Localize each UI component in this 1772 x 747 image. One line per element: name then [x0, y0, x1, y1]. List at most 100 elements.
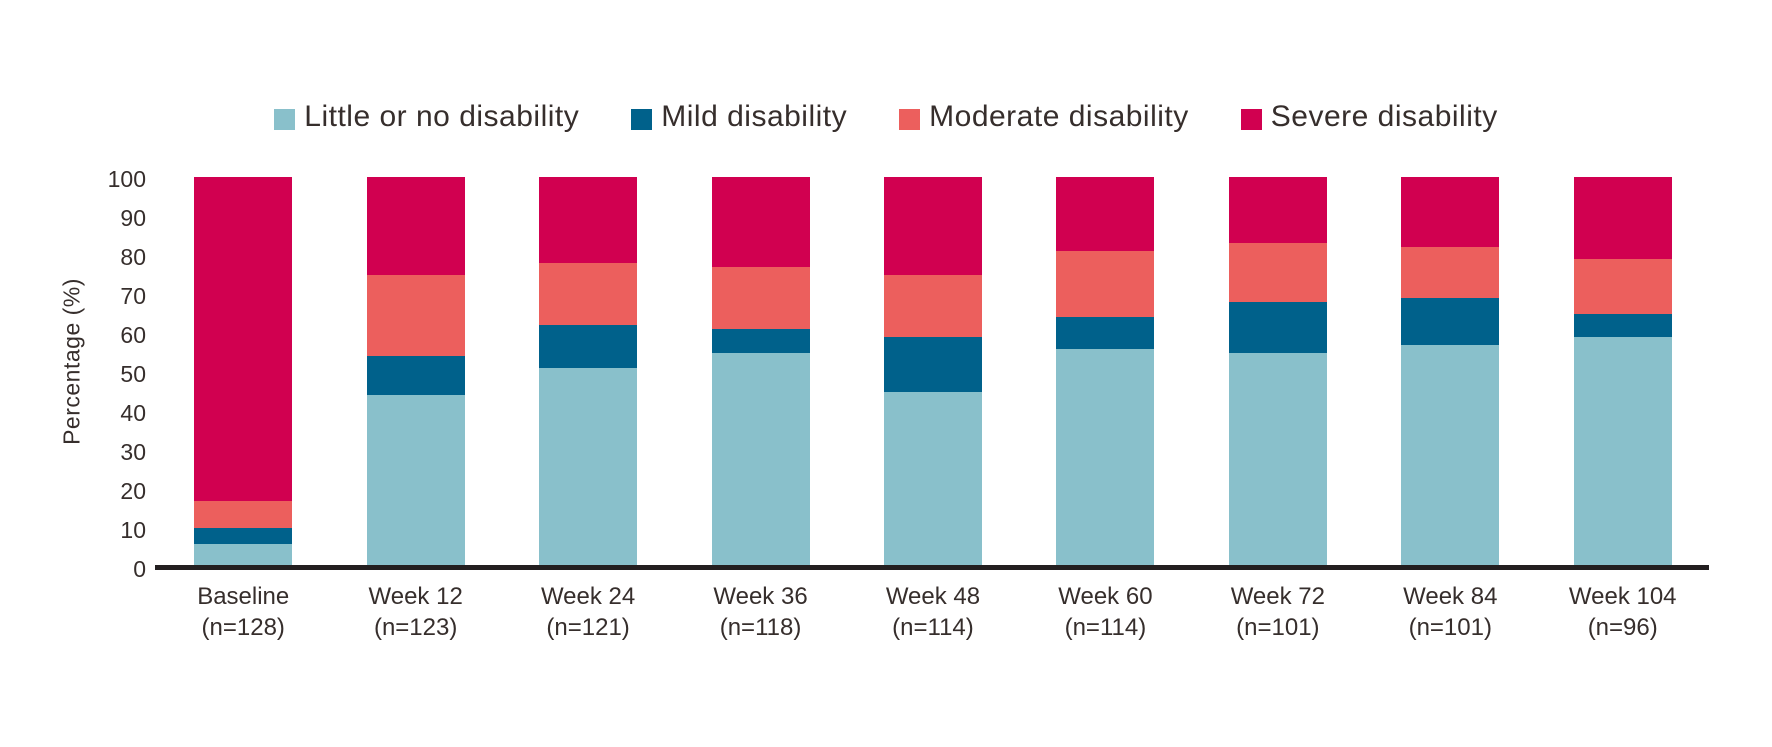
- plot-area: [157, 177, 1709, 567]
- segment-severe-disability: [883, 177, 982, 275]
- stacked-bar-week-84: [1401, 177, 1500, 567]
- category-label: Week 48: [885, 583, 981, 610]
- legend-item-mild-disability: Mild disability: [631, 100, 847, 134]
- segment-mild-disability: [883, 336, 982, 392]
- y-tick-50: 50: [120, 361, 146, 387]
- segment-moderate-disability: [711, 266, 810, 330]
- segment-mild-disability: [539, 325, 638, 369]
- x-label-baseline: Baseline (n=128): [157, 581, 329, 643]
- legend-item-moderate-disability: Moderate disability: [899, 100, 1189, 134]
- segment-severe-disability: [1573, 177, 1672, 259]
- segment-little-or-no-disability: [366, 395, 465, 567]
- sample-size-label: (n=96): [1587, 614, 1658, 641]
- x-label-week-84: Week 84 (n=101): [1364, 581, 1536, 643]
- y-tick-100: 100: [107, 166, 146, 192]
- y-tick-70: 70: [120, 283, 146, 309]
- y-tick-40: 40: [120, 400, 146, 426]
- segment-mild-disability: [1401, 297, 1500, 345]
- segment-mild-disability: [1228, 301, 1327, 353]
- bar-slot-week-24: [502, 177, 674, 567]
- category-label: Week 24: [540, 583, 636, 610]
- segment-little-or-no-disability: [539, 368, 638, 567]
- segment-severe-disability: [711, 177, 810, 267]
- legend-swatch-icon: [899, 108, 921, 130]
- legend-swatch-icon: [631, 108, 653, 130]
- segment-moderate-disability: [1573, 258, 1672, 314]
- bar-slot-week-48: [847, 177, 1019, 567]
- legend-swatch-icon: [1240, 108, 1262, 130]
- y-tick-0: 0: [133, 556, 146, 582]
- sample-size-label: (n=101): [1236, 614, 1320, 641]
- segment-moderate-disability: [1056, 251, 1155, 318]
- y-tick-20: 20: [120, 478, 146, 504]
- y-axis-ticks: 0 10 20 30 40 50 60 70 80 90 100: [0, 0, 146, 747]
- segment-moderate-disability: [539, 262, 638, 326]
- segment-moderate-disability: [1228, 243, 1327, 302]
- stacked-bar-week-36: [711, 177, 810, 567]
- segment-little-or-no-disability: [194, 543, 293, 567]
- x-label-week-12: Week 12 (n=123): [329, 581, 501, 643]
- stacked-bar-baseline: [194, 177, 293, 567]
- stacked-bar-week-72: [1228, 177, 1327, 567]
- category-label: Baseline: [197, 583, 290, 610]
- bar-slot-baseline: [157, 177, 329, 567]
- legend-label: Little or no disability: [304, 100, 580, 133]
- y-tick-80: 80: [120, 244, 146, 270]
- segment-little-or-no-disability: [1401, 344, 1500, 567]
- segment-severe-disability: [1056, 177, 1155, 252]
- segment-moderate-disability: [366, 274, 465, 357]
- segment-severe-disability: [1228, 177, 1327, 244]
- stacked-bar-week-104: [1573, 177, 1672, 567]
- category-label: Week 36: [713, 583, 808, 610]
- y-tick-30: 30: [120, 439, 146, 465]
- bar-slot-week-12: [329, 177, 501, 567]
- legend-label: Severe disability: [1270, 100, 1498, 133]
- legend-item-severe-disability: Severe disability: [1240, 100, 1498, 134]
- stacked-bar-week-48: [883, 177, 982, 567]
- x-label-week-24: Week 24 (n=121): [502, 581, 674, 643]
- sample-size-label: (n=114): [1064, 614, 1147, 641]
- segment-mild-disability: [366, 356, 465, 396]
- category-label: Week 84: [1403, 583, 1498, 610]
- segment-moderate-disability: [194, 500, 293, 529]
- category-label: Week 72: [1230, 583, 1325, 610]
- stacked-bar-week-24: [539, 177, 638, 567]
- legend: Little or no disability Mild disability Mo…: [0, 100, 1772, 134]
- legend-label: Mild disability: [661, 100, 848, 133]
- segment-mild-disability: [711, 329, 810, 353]
- legend-label: Moderate disability: [929, 100, 1189, 133]
- sample-size-label: (n=123): [373, 614, 458, 641]
- bar-slot-week-72: [1192, 177, 1364, 567]
- segment-little-or-no-disability: [711, 352, 810, 567]
- stacked-bar-week-60: [1056, 177, 1155, 567]
- y-tick-10: 10: [120, 517, 146, 543]
- bar-slot-week-104: [1537, 177, 1709, 567]
- segment-little-or-no-disability: [1056, 348, 1155, 567]
- category-label: Week 12: [368, 583, 463, 610]
- sample-size-label: (n=101): [1408, 614, 1492, 641]
- category-label: Week 60: [1058, 583, 1153, 610]
- segment-moderate-disability: [883, 274, 982, 337]
- segment-moderate-disability: [1401, 247, 1500, 298]
- sample-size-label: (n=118): [719, 614, 802, 641]
- x-label-week-72: Week 72 (n=101): [1192, 581, 1364, 643]
- bar-slot-week-84: [1364, 177, 1536, 567]
- segment-mild-disability: [194, 528, 293, 544]
- y-tick-90: 90: [120, 205, 146, 231]
- y-tick-60: 60: [120, 322, 146, 348]
- x-axis-labels: Baseline (n=128) Week 12 (n=123) Week 24 (n=1…: [157, 581, 1709, 643]
- sample-size-label: (n=114): [892, 614, 974, 641]
- segment-little-or-no-disability: [1228, 352, 1327, 567]
- segment-severe-disability: [366, 177, 465, 275]
- legend-swatch-icon: [274, 108, 296, 130]
- x-label-week-104: Week 104 (n=96): [1537, 581, 1709, 643]
- segment-severe-disability: [194, 177, 293, 501]
- x-label-week-48: Week 48 (n=114): [847, 581, 1019, 643]
- segment-severe-disability: [1401, 177, 1500, 248]
- segment-mild-disability: [1573, 313, 1672, 337]
- segment-severe-disability: [539, 177, 638, 263]
- segment-little-or-no-disability: [883, 391, 982, 567]
- bar-slot-week-60: [1019, 177, 1191, 567]
- sample-size-label: (n=128): [201, 614, 285, 641]
- sample-size-label: (n=121): [546, 614, 630, 641]
